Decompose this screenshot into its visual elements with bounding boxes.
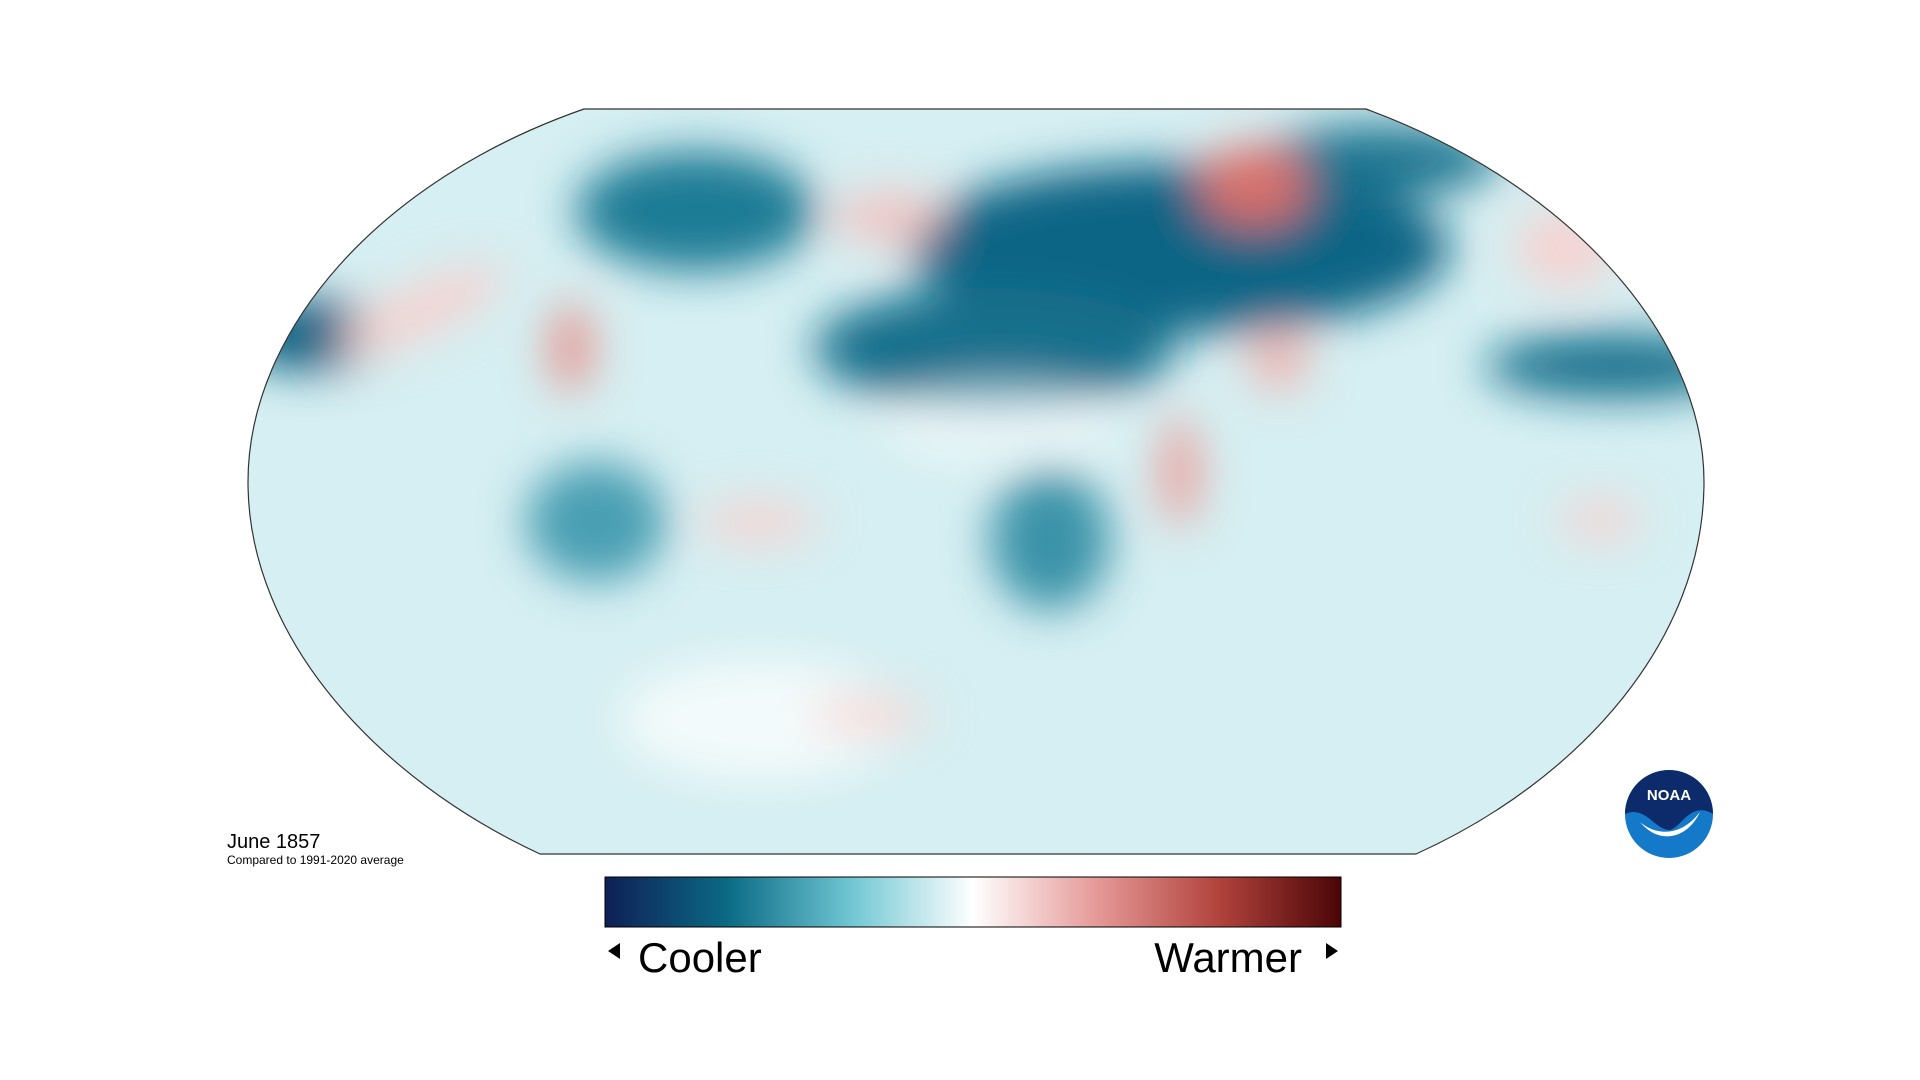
arrow-right bbox=[1326, 943, 1338, 959]
legend-high: Warmer bbox=[1154, 934, 1302, 981]
noaa-logo: NOAA bbox=[1625, 770, 1713, 858]
arrow-left bbox=[608, 943, 620, 959]
map-subtitle: Compared to 1991-2020 average bbox=[227, 853, 404, 867]
logo-text: NOAA bbox=[1647, 787, 1691, 804]
legend-low: Cooler bbox=[638, 934, 762, 981]
map-title: June 1857 bbox=[227, 831, 320, 853]
anomaly-field bbox=[248, 109, 1704, 854]
colorbar bbox=[604, 876, 1342, 928]
map-border bbox=[247, 108, 1705, 855]
